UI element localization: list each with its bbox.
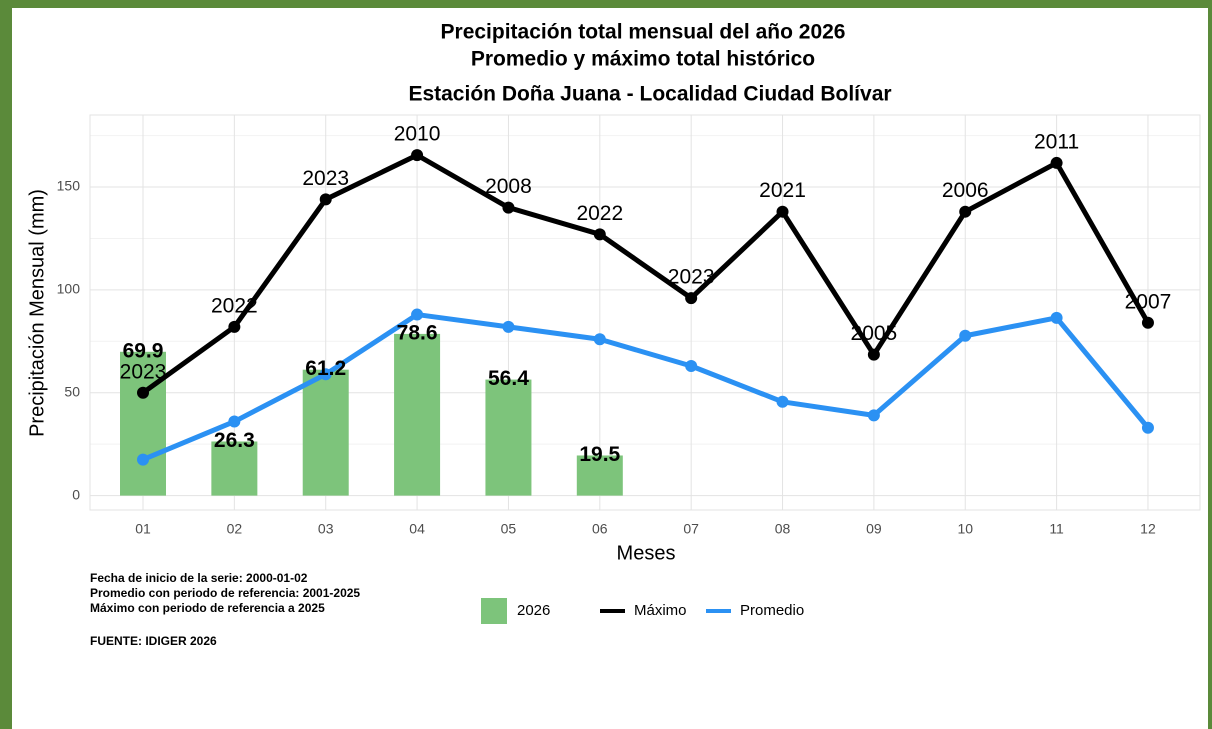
line bbox=[141, 152, 1151, 395]
y-tick-label: 100 bbox=[57, 281, 81, 297]
x-tick-label: 01 bbox=[135, 521, 151, 537]
bar-label: 69.9 bbox=[123, 339, 164, 362]
point bbox=[593, 228, 606, 241]
x-tick-label: 05 bbox=[501, 521, 517, 537]
point bbox=[776, 205, 789, 218]
legend-label: Máximo bbox=[634, 602, 687, 619]
x-tick-label: 07 bbox=[683, 521, 699, 537]
point-label: 2022 bbox=[211, 294, 258, 317]
x-tick-label: 11 bbox=[1049, 521, 1064, 537]
point-label: 2010 bbox=[394, 123, 441, 146]
point bbox=[137, 453, 149, 466]
point bbox=[502, 320, 515, 333]
bar bbox=[120, 351, 166, 496]
bar bbox=[211, 441, 258, 496]
line bbox=[142, 312, 1150, 462]
x-tick-label: 03 bbox=[318, 521, 334, 537]
chart-subtitle: Estación Doña Juana - Localidad Ciudad B… bbox=[408, 83, 891, 106]
point bbox=[593, 333, 606, 346]
point-label: 2008 bbox=[485, 175, 532, 198]
point bbox=[867, 409, 880, 422]
plot-border bbox=[89, 114, 1201, 511]
point-label: 2007 bbox=[1125, 290, 1172, 313]
chart-title: Precipitación total mensual del año 2026 bbox=[441, 21, 846, 44]
point-label: 2023 bbox=[302, 167, 349, 190]
point bbox=[228, 320, 241, 333]
point bbox=[959, 205, 972, 218]
x-axis-title: Meses bbox=[617, 542, 676, 564]
point bbox=[319, 368, 332, 381]
x-tick-label: 02 bbox=[227, 521, 243, 537]
point-label: 2023 bbox=[120, 360, 167, 383]
note: Promedio con periodo de referencia: 2001… bbox=[90, 586, 360, 600]
point-label: 2021 bbox=[759, 179, 806, 202]
point-label: 2023 bbox=[668, 266, 715, 289]
point bbox=[228, 415, 241, 428]
point bbox=[411, 149, 424, 162]
bar-label: 78.6 bbox=[397, 321, 438, 344]
x-tick-label: 06 bbox=[592, 521, 608, 537]
chart-background bbox=[12, 8, 1208, 729]
point bbox=[1050, 311, 1063, 324]
point bbox=[685, 359, 698, 372]
legend-label: 2026 bbox=[517, 602, 550, 619]
point bbox=[411, 308, 424, 321]
x-tick-label: 10 bbox=[957, 521, 973, 537]
point bbox=[1141, 421, 1154, 434]
x-tick-label: 04 bbox=[409, 521, 425, 537]
point bbox=[319, 193, 332, 206]
point-label: 2006 bbox=[942, 179, 989, 202]
bar-label: 26.3 bbox=[214, 429, 255, 452]
point bbox=[959, 329, 972, 342]
bar bbox=[576, 455, 623, 496]
bar bbox=[394, 333, 441, 496]
point bbox=[1141, 316, 1154, 329]
chart-subtitle: Promedio y máximo total histórico bbox=[471, 48, 815, 71]
note: Máximo con periodo de referencia a 2025 bbox=[90, 601, 325, 615]
x-tick-label: 08 bbox=[775, 521, 791, 537]
x-tick-label: 12 bbox=[1140, 521, 1156, 537]
source: FUENTE: IDIGER 2026 bbox=[90, 634, 217, 648]
legend-label: Promedio bbox=[740, 602, 804, 619]
point-label: 2011 bbox=[1034, 130, 1079, 153]
y-tick-label: 50 bbox=[64, 383, 80, 399]
point bbox=[1050, 156, 1063, 169]
bar bbox=[302, 369, 349, 496]
y-axis-title: Precipitación Mensual (mm) bbox=[26, 189, 48, 437]
point-label: 2022 bbox=[576, 202, 623, 225]
bar-label: 56.4 bbox=[488, 367, 529, 390]
y-tick-label: 150 bbox=[57, 178, 81, 194]
bar-label: 61.2 bbox=[305, 357, 346, 380]
legend-swatch bbox=[481, 598, 507, 624]
point bbox=[867, 348, 880, 361]
bar-label: 19.5 bbox=[579, 443, 620, 466]
bar bbox=[485, 379, 532, 496]
point bbox=[685, 292, 698, 305]
x-tick-label: 09 bbox=[866, 521, 882, 537]
point bbox=[137, 386, 149, 399]
y-tick-label: 0 bbox=[72, 486, 80, 502]
note: Fecha de inicio de la serie: 2000-01-02 bbox=[90, 571, 308, 585]
point bbox=[502, 201, 515, 214]
point bbox=[776, 395, 789, 408]
point-label: 2005 bbox=[851, 322, 898, 345]
